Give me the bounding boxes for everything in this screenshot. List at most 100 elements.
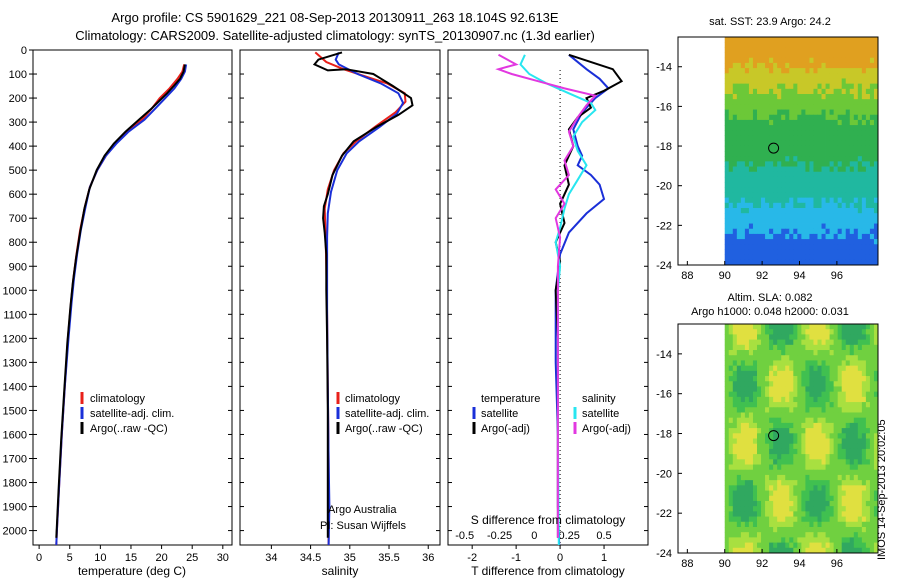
heatmap-cell	[853, 68, 859, 74]
heatmap-cell	[752, 474, 758, 481]
heatmap-cell	[841, 145, 847, 152]
heatmap-cell	[821, 151, 826, 157]
heatmap-cell	[857, 464, 863, 471]
series-line-argo	[55, 64, 186, 538]
heatmap-cell	[765, 526, 770, 533]
heatmap-cell	[748, 52, 754, 59]
heatmap-cell	[765, 42, 770, 48]
heatmap-cell	[789, 464, 794, 471]
heatmap-cell	[809, 547, 814, 554]
heatmap-cell	[813, 438, 818, 445]
heatmap-cell	[744, 521, 750, 528]
heatmap-cell	[797, 376, 802, 382]
heatmap-cell	[821, 448, 826, 455]
heatmap-cell	[841, 192, 847, 199]
heatmap-cell	[833, 448, 839, 455]
heatmap-cell	[805, 360, 810, 367]
heatmap-cell	[869, 412, 875, 419]
heatmap-cell	[724, 42, 730, 48]
heatmap-cell	[781, 114, 786, 121]
s-diff-tick-label: -0.5	[455, 530, 474, 542]
heatmap-cell	[728, 78, 734, 85]
heatmap-cell	[736, 94, 742, 100]
heatmap-cell	[809, 259, 814, 266]
heatmap-cell	[817, 94, 822, 100]
heatmap-cell	[841, 459, 847, 465]
heatmap-cell	[777, 249, 782, 256]
heatmap-cell	[740, 202, 746, 209]
heatmap-cell	[781, 47, 786, 53]
heatmap-cell	[732, 104, 738, 110]
heatmap-cell	[805, 254, 810, 261]
heatmap-cell	[765, 480, 770, 486]
heatmap-cell	[869, 223, 875, 230]
heatmap-cell	[761, 140, 766, 147]
heatmap-cell	[865, 381, 871, 387]
heatmap-cell	[821, 381, 826, 387]
heatmap-cell	[873, 208, 879, 214]
heatmap-cell	[736, 99, 742, 105]
heatmap-cell	[849, 329, 855, 335]
heatmap-cell	[833, 526, 839, 533]
heatmap-cell	[785, 506, 790, 512]
heatmap-cell	[773, 532, 778, 538]
heatmap-cell	[873, 187, 879, 193]
heatmap-cell	[773, 469, 778, 476]
heatmap-cell	[849, 391, 855, 398]
heatmap-cell	[809, 417, 814, 424]
heatmap-cell	[833, 365, 839, 372]
heatmap-cell	[829, 464, 835, 471]
heatmap-cell	[748, 228, 754, 235]
heatmap-cell	[857, 381, 863, 387]
heatmap-cell	[781, 474, 786, 481]
heatmap-cell	[817, 469, 822, 476]
heatmap-cell	[853, 365, 859, 372]
argo-float-location-marker	[768, 430, 780, 442]
heatmap-cell	[724, 47, 730, 53]
heatmap-cell	[785, 62, 790, 69]
heatmap-cell	[777, 52, 782, 59]
heatmap-cell	[789, 407, 794, 413]
heatmap-cell	[736, 355, 742, 361]
heatmap-cell	[873, 78, 879, 85]
heatmap-cell	[789, 202, 794, 209]
heatmap-cell	[857, 104, 863, 110]
heatmap-cell	[736, 422, 742, 429]
heatmap-cell	[821, 223, 826, 230]
heatmap-cell	[841, 135, 847, 142]
heatmap-cell	[744, 88, 750, 95]
heatmap-cell	[797, 78, 802, 85]
heatmap-cell	[833, 391, 839, 398]
heatmap-cell	[873, 474, 879, 481]
heatmap-cell	[865, 443, 871, 450]
heatmap-cell	[861, 254, 867, 261]
heatmap-cell	[748, 500, 754, 507]
heatmap-cell	[769, 464, 774, 471]
heatmap-cell	[748, 438, 754, 445]
heatmap-cell	[837, 547, 843, 554]
heatmap-cell	[809, 239, 814, 245]
heatmap-cell	[781, 334, 786, 341]
heatmap-cell	[829, 324, 835, 330]
figure-title-line1: Argo profile: CS 5901629_221 08-Sep-2013…	[111, 10, 559, 25]
heatmap-cell	[793, 386, 798, 393]
heatmap-cell	[853, 182, 859, 188]
lat-tick-label: -18	[656, 429, 672, 441]
heatmap-cell	[765, 259, 770, 266]
heatmap-cell	[817, 228, 822, 235]
heatmap-cell	[765, 57, 770, 64]
heatmap-cell	[785, 495, 790, 502]
heatmap-cell	[861, 218, 867, 224]
heatmap-cell	[736, 228, 742, 235]
heatmap-cell	[817, 130, 822, 136]
heatmap-cell	[781, 218, 786, 224]
heatmap-cell	[845, 526, 851, 533]
heatmap-cell	[845, 417, 851, 424]
heatmap-cell	[744, 161, 750, 167]
heatmap-cell	[748, 396, 754, 403]
heatmap-cell	[845, 329, 851, 335]
heatmap-cell	[769, 73, 774, 79]
heatmap-cell	[829, 166, 835, 173]
heatmap-cell	[865, 259, 871, 266]
heatmap-cell	[801, 244, 806, 250]
